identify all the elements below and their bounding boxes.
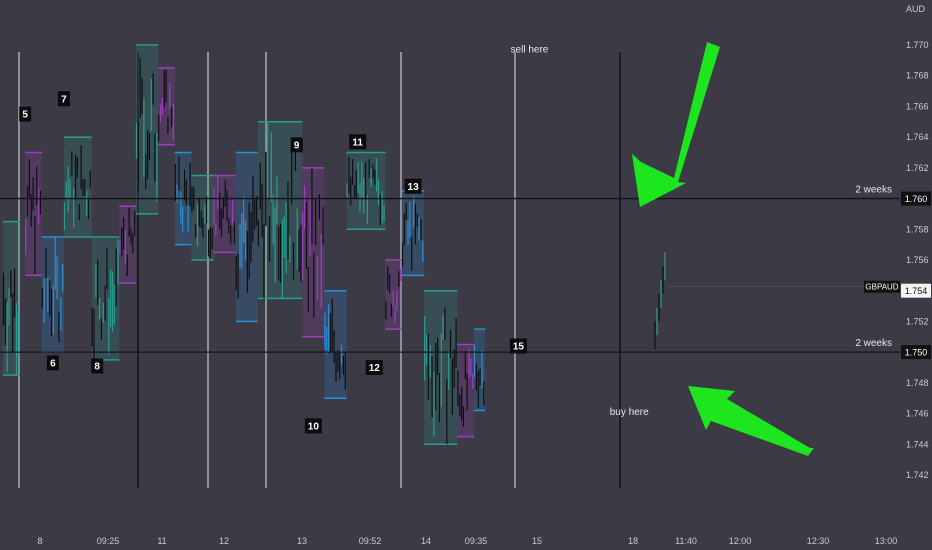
range-box <box>136 45 159 214</box>
level-price-tag <box>901 345 931 360</box>
x-tick-label: 8 <box>37 536 42 546</box>
annotation-text: sell here <box>511 45 549 56</box>
y-tick-label: 1.748 <box>906 378 929 388</box>
time-axis: 8 09:25 11 12 13 09:52 14 09:35 15 18 11:40 12:00 12… <box>37 536 897 546</box>
range-box <box>158 68 175 145</box>
last-price-tag <box>901 283 931 298</box>
candles <box>2 57 666 445</box>
symbol-text: GBPAUD <box>865 283 898 292</box>
annotation-text: buy here <box>610 407 649 418</box>
x-tick-label: 13:00 <box>875 536 898 546</box>
number-label: 7 <box>61 94 67 105</box>
x-tick-label: 14 <box>421 536 431 546</box>
y-tick-label: 1.768 <box>906 71 929 81</box>
x-tick-label: 09:25 <box>97 536 120 546</box>
x-tick-label: 12 <box>219 536 229 546</box>
currency-label: AUD <box>906 4 926 14</box>
x-tick-label: 09:35 <box>465 536 488 546</box>
number-box <box>91 358 104 374</box>
sell-arrow <box>632 42 720 207</box>
range-box <box>324 290 347 399</box>
number-label: 15 <box>513 342 525 353</box>
number-label: 5 <box>22 110 28 121</box>
annotation-arrows <box>632 42 814 456</box>
number-box <box>19 106 32 122</box>
range-box <box>402 190 425 276</box>
level-label: 2 weeks <box>855 185 892 196</box>
x-tick-label: 11 <box>157 536 166 546</box>
number-label: 8 <box>94 361 100 372</box>
number-box <box>365 360 383 375</box>
number-label: 13 <box>408 182 420 193</box>
last-price-text: 1.754 <box>905 286 928 296</box>
y-tick-label: 1.746 <box>906 409 929 419</box>
numbered-labels: 5 7 6 8 9 11 13 12 10 15 <box>19 91 527 434</box>
x-tick-label: 15 <box>532 536 542 546</box>
number-box <box>509 338 527 354</box>
number-box <box>46 355 59 371</box>
number-label: 9 <box>294 140 300 151</box>
level-lines: 2 weeks 1.760 2 weeks 1.750 GBPAUD 1.754 <box>0 185 931 360</box>
x-tick-label: 13 <box>297 536 307 546</box>
x-tick-label: 09:52 <box>359 536 382 546</box>
y-tick-label: 1.742 <box>906 470 929 480</box>
y-tick-label: 1.762 <box>906 163 929 173</box>
level-price-tag <box>901 191 931 206</box>
x-tick-label: 12:30 <box>807 536 830 546</box>
level-price-text: 1.760 <box>905 194 928 204</box>
buy-arrow <box>688 386 814 456</box>
y-tick-label: 1.752 <box>906 316 929 326</box>
number-box <box>404 178 422 194</box>
number-box <box>290 137 303 153</box>
y-tick-label: 1.764 <box>906 132 929 142</box>
level-price-text: 1.750 <box>905 348 928 358</box>
annotations: sell here buy here <box>511 45 650 418</box>
number-label: 10 <box>308 421 320 432</box>
number-box <box>304 418 322 434</box>
range-boxes <box>3 44 486 446</box>
number-box <box>57 91 70 107</box>
y-tick-label: 1.766 <box>906 101 929 111</box>
y-tick-label: 1.770 <box>906 40 929 50</box>
x-tick-label: 18 <box>628 536 638 546</box>
y-tick-label: 1.744 <box>906 439 929 449</box>
number-box <box>349 134 367 150</box>
y-tick-label: 1.756 <box>906 255 929 265</box>
symbol-tag <box>864 280 900 293</box>
x-tick-label: 11:40 <box>675 536 697 546</box>
number-label: 6 <box>50 358 56 369</box>
y-tick-label: 1.758 <box>906 224 929 234</box>
level-label: 2 weeks <box>855 338 892 349</box>
x-tick-label: 12:00 <box>729 536 752 546</box>
number-label: 12 <box>369 363 381 374</box>
number-label: 11 <box>352 137 363 148</box>
price-axis: AUD 1.770 1.768 1.766 1.764 1.762 1.758 1.756 1.… <box>906 4 929 480</box>
